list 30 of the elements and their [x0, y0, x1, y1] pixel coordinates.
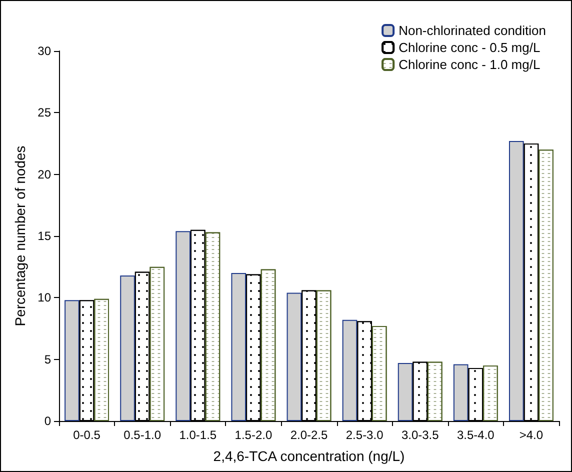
x-tick-label: >4.0	[519, 428, 544, 442]
bar	[120, 275, 135, 421]
legend-label: Chlorine conc - 0.5 mg/L	[398, 40, 540, 55]
bar	[286, 292, 302, 421]
bar	[342, 320, 358, 421]
x-tick-label: 0-0.5	[73, 428, 101, 442]
bar	[231, 273, 246, 421]
y-tick-label: 10	[38, 290, 52, 305]
y-tick-label: 5	[44, 352, 52, 366]
x-tick-label: 3.0-3.5	[401, 428, 440, 442]
x-tick-label: 0.5-1.0	[124, 428, 162, 442]
bar	[398, 363, 413, 421]
bar	[453, 364, 468, 421]
y-tick-label: 0	[44, 414, 52, 428]
x-tick-label: 2.0-2.5	[290, 428, 328, 442]
y-tick-label: 30	[38, 44, 52, 58]
y-tick-label: 20	[38, 167, 52, 182]
y-tick-label: 25	[38, 106, 52, 120]
x-tick-label: 1.5-2.0	[234, 428, 272, 442]
x-axis-title: 2,4,6-TCA concentration (ng/L)	[213, 448, 405, 464]
legend-label: Non-chlorinated condition	[398, 23, 546, 38]
x-tick-label: 1.0-1.5	[179, 428, 217, 442]
y-axis-title: Percentage number of nodes	[12, 146, 28, 326]
bar	[509, 141, 524, 421]
bar	[176, 231, 190, 421]
bar	[64, 300, 80, 421]
x-tick-label: 3.5-4.0	[456, 428, 495, 442]
x-tick-label: 2.5-3.0	[346, 428, 384, 442]
legend-label: Chlorine conc - 1.0 mg/L	[398, 57, 540, 72]
y-tick-label: 15	[38, 229, 52, 243]
